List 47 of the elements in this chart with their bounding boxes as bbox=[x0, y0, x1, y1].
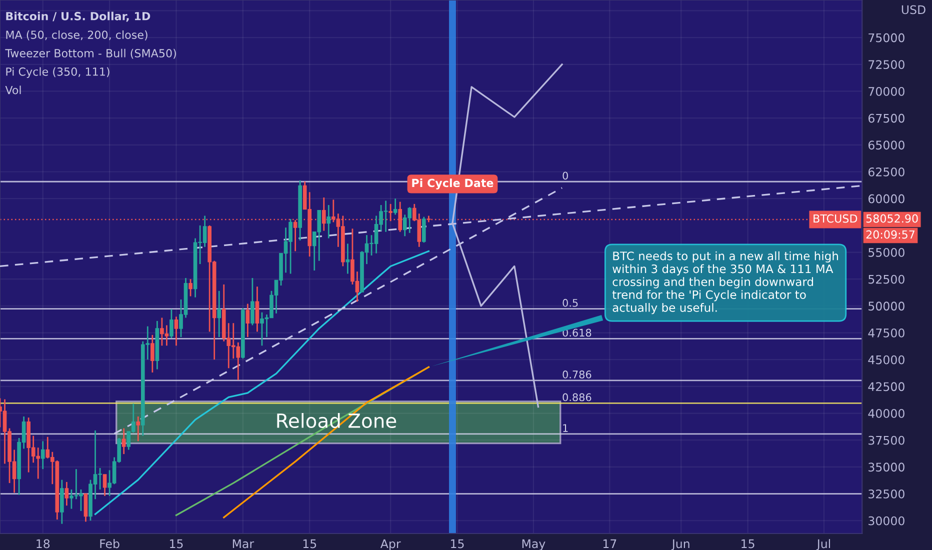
x-tick-label: 15 bbox=[742, 539, 754, 548]
y-tick-label: 42500 bbox=[868, 382, 904, 392]
x-tick-label: Feb bbox=[100, 539, 120, 548]
y-tick-label: 52500 bbox=[868, 274, 904, 284]
annotation: MA (50, close, 200, close) bbox=[6, 30, 148, 40]
annotation: 0.886 bbox=[562, 393, 592, 402]
annotation: 0.5 bbox=[562, 298, 578, 307]
annotation: Tweezer Bottom - Bull (SMA50) bbox=[5, 48, 176, 59]
y-tick-label: 35000 bbox=[868, 462, 904, 472]
y-tick-label: 30000 bbox=[868, 516, 904, 526]
y-tick-label: 40000 bbox=[868, 409, 904, 418]
x-tick-label: 15 bbox=[451, 539, 464, 548]
annotation: BTC needs to put in a new all time high within 3 days of the 350 MA & 111 MA crossing and then begin downward trend for the 'Pi Cycle indicator to actually be useful. bbox=[612, 251, 838, 314]
text: 58052.90 bbox=[866, 214, 918, 223]
y-tick-label: 50000 bbox=[868, 302, 904, 311]
x-tick-label: Jul bbox=[816, 539, 830, 550]
x-tick-label: 15 bbox=[170, 539, 183, 548]
ref-line-label: BTCUSD bbox=[814, 214, 858, 223]
text: 20:09:57 bbox=[866, 230, 914, 239]
x-tick-label: May bbox=[522, 539, 546, 550]
x-tick-label: Mar bbox=[232, 539, 254, 548]
text: Bitcoin / U.S. Dollar, 1D bbox=[6, 12, 150, 22]
annotation: 0 bbox=[562, 172, 568, 180]
y-tick-label: 45000 bbox=[868, 355, 904, 364]
text: USD bbox=[902, 5, 926, 14]
y-tick-label: 62500 bbox=[868, 167, 904, 176]
x-tick-label: Jun bbox=[671, 539, 690, 550]
y-tick-label: 67500 bbox=[868, 114, 904, 123]
y-tick-label: 65000 bbox=[868, 140, 904, 150]
band-label: Reload Zone bbox=[277, 412, 396, 428]
ref-line-label: Pi Cycle Date bbox=[412, 178, 494, 190]
y-tick-label: 72500 bbox=[868, 60, 904, 70]
y-tick-label: 55000 bbox=[868, 248, 904, 257]
x-tick-label: Apr bbox=[380, 539, 401, 550]
x-tick-label: 17 bbox=[603, 539, 616, 548]
x-tick-label: 15 bbox=[303, 539, 316, 548]
x-tick-label: 18 bbox=[36, 539, 50, 548]
annotation: Pi Cycle (350, 111) bbox=[6, 67, 110, 78]
y-tick-label: 60000 bbox=[868, 194, 904, 204]
y-tick-label: 37500 bbox=[868, 436, 904, 445]
annotation: Vol bbox=[5, 86, 21, 94]
y-tick-label: 32500 bbox=[868, 490, 904, 498]
annotation: 1 bbox=[563, 424, 568, 432]
y-tick-label: 47500 bbox=[868, 328, 904, 338]
y-tick-label: 70000 bbox=[868, 86, 904, 96]
y-tick-label: 75000 bbox=[868, 33, 904, 42]
annotation: 0.786 bbox=[562, 370, 592, 378]
